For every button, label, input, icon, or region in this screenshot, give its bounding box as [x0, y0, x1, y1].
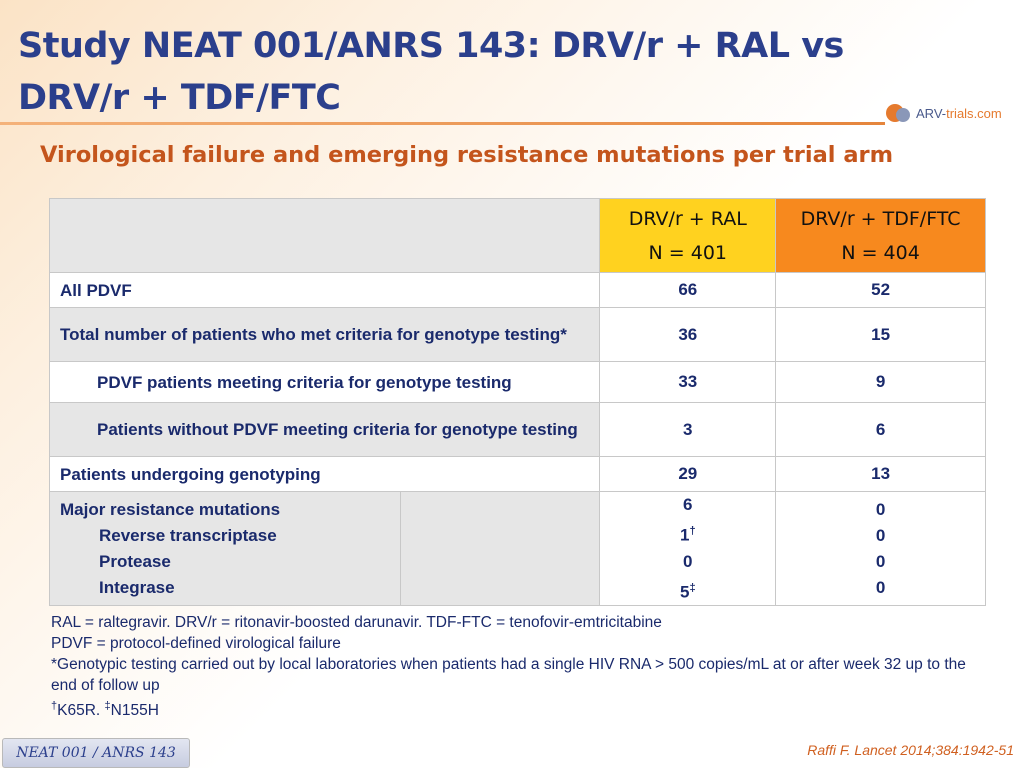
- footnote-abbrev-1: RAL = raltegravir. DRV/r = ritonavir-boo…: [51, 614, 662, 631]
- cell-without-pdvf-tdf: 6: [775, 402, 986, 457]
- row-label-pdvf-genotype: PDVF patients meeting criteria for genot…: [48, 361, 601, 403]
- cell-without-pdvf-ral: 3: [599, 402, 777, 457]
- table-row: Patients without PDVF meeting criteria f…: [48, 402, 986, 457]
- row-label-total-genotype: Total number of patients who met criteri…: [48, 307, 601, 362]
- logo-text: ARV-trials.com: [916, 105, 1002, 121]
- table-row: Major resistance mutations Reverse trans…: [49, 490, 986, 607]
- cell-genotyping-tdf: 13: [775, 456, 986, 492]
- footnote-mutations: †K65R. ‡N155H: [51, 700, 159, 720]
- cell-pdvf-genotype-tdf: 9: [775, 361, 986, 403]
- table-header-row: DRV/r + RAL N = 401 DRV/r + TDF/FTC N = …: [48, 198, 986, 273]
- slide-subtitle: Virological failure and emerging resista…: [40, 142, 894, 168]
- mutations-protease-label: Protease: [99, 551, 171, 571]
- results-table: DRV/r + RAL N = 401 DRV/r + TDF/FTC N = …: [48, 198, 986, 607]
- header-drv-tdf-ftc: DRV/r + TDF/FTC N = 404: [775, 198, 986, 273]
- row-label-without-pdvf: Patients without PDVF meeting criteria f…: [48, 402, 601, 457]
- arv-trials-logo: ARV-trials.com: [886, 98, 1016, 128]
- cell-mutations-tdf: 0 0 0 0: [775, 490, 986, 607]
- mutations-rt-label: Reverse transcriptase: [99, 525, 277, 545]
- citation: Raffi F. Lancet 2014;384:1942-51: [807, 742, 1014, 758]
- footnote-abbrev-2: PDVF = protocol-defined virological fail…: [51, 635, 341, 652]
- table-row: PDVF patients meeting criteria for genot…: [48, 361, 986, 403]
- slide-title: Study NEAT 001/ANRS 143: DRV/r + RAL vs …: [18, 20, 878, 124]
- footnotes: RAL = raltegravir. DRV/r = ritonavir-boo…: [51, 612, 991, 721]
- row-label-all-pdvf: All PDVF: [48, 272, 601, 308]
- table-row: Patients undergoing genotyping 29 13: [48, 456, 986, 492]
- table-row: Total number of patients who met criteri…: [48, 307, 986, 362]
- cell-all-pdvf-tdf: 52: [775, 272, 986, 308]
- study-footer-tag: NEAT 001 / ANRS 143: [2, 738, 190, 768]
- row-label-mutations: Major resistance mutations Reverse trans…: [49, 490, 401, 607]
- logo-mark-icon: [886, 102, 912, 124]
- cell-pdvf-genotype-ral: 33: [599, 361, 777, 403]
- slide-title-line2: DRV/r + TDF/FTC: [18, 78, 341, 118]
- header-blank-cell: [48, 198, 601, 273]
- row-label-genotyping: Patients undergoing genotyping: [48, 456, 601, 492]
- mutations-empty-cell: [399, 490, 601, 607]
- header-drv-ral: DRV/r + RAL N = 401: [599, 198, 777, 273]
- title-divider: [0, 122, 885, 125]
- cell-mutations-ral: 6 1† 0 5‡: [599, 490, 777, 607]
- cell-total-genotype-tdf: 15: [775, 307, 986, 362]
- footnote-genotypic: *Genotypic testing carried out by local …: [51, 656, 966, 694]
- cell-genotyping-ral: 29: [599, 456, 777, 492]
- mutations-label: Major resistance mutations: [60, 499, 281, 519]
- mutations-integrase-label: Integrase: [99, 577, 175, 597]
- cell-total-genotype-ral: 36: [599, 307, 777, 362]
- cell-all-pdvf-ral: 66: [599, 272, 777, 308]
- slide-title-line1: Study NEAT 001/ANRS 143: DRV/r + RAL vs: [18, 26, 844, 66]
- table-row: All PDVF 66 52: [48, 272, 986, 308]
